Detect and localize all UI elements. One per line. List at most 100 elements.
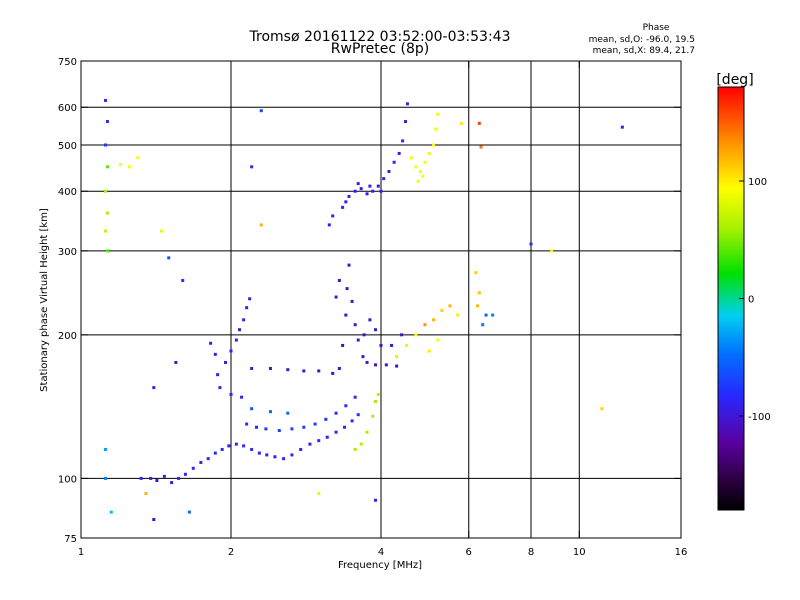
- y-tick-label: 300: [58, 247, 77, 258]
- data-point: [324, 417, 328, 421]
- data-point: [409, 156, 413, 160]
- data-point: [104, 476, 108, 480]
- data-point: [421, 174, 425, 178]
- data-point: [600, 407, 604, 411]
- plot-area: 1 2 4 6 8 10 16 75 100 200 300 400 500 600 750 Freque…: [39, 57, 687, 571]
- y-tick-label: 400: [58, 187, 77, 198]
- data-point: [229, 349, 233, 353]
- data-point: [237, 328, 241, 332]
- data-point: [302, 369, 306, 373]
- x-tick-label: 2: [228, 547, 234, 558]
- data-point: [371, 189, 375, 193]
- data-point: [448, 304, 452, 308]
- data-point: [416, 179, 420, 183]
- data-point: [273, 455, 277, 459]
- data-point: [334, 411, 338, 415]
- data-point: [170, 481, 174, 485]
- data-point: [344, 200, 348, 204]
- data-point: [550, 249, 554, 253]
- data-point: [152, 386, 156, 390]
- colorbar: [deg] 100 0 -100: [716, 72, 771, 511]
- data-point: [245, 422, 249, 426]
- data-point: [127, 165, 131, 169]
- data-point: [286, 368, 290, 372]
- y-axis-label: Stationary phase Virtual Height [km]: [39, 208, 50, 392]
- y-axis: 75 100 200 300 400 500 600 750: [58, 57, 681, 545]
- data-point: [432, 318, 436, 322]
- data-point: [343, 425, 347, 429]
- header: Tromsø 20161122 03:52:00-03:53:43 RwPret…: [249, 23, 695, 57]
- data-point: [620, 125, 624, 129]
- data-point: [353, 323, 357, 327]
- data-point: [365, 430, 369, 434]
- stats-heading: Phase: [643, 23, 670, 33]
- data-point: [390, 343, 394, 347]
- colorbar-tick-label: 100: [748, 177, 767, 188]
- data-point: [350, 419, 354, 423]
- data-point: [456, 313, 460, 317]
- data-point: [347, 194, 351, 198]
- data-point: [109, 510, 113, 514]
- data-point: [259, 223, 263, 227]
- data-point: [245, 306, 249, 310]
- data-point: [240, 395, 244, 399]
- data-point: [254, 425, 258, 429]
- data-point: [476, 304, 480, 308]
- data-point: [395, 355, 399, 359]
- chart-title: Tromsø 20161122 03:52:00-03:53:43: [249, 29, 511, 45]
- chart-subtitle: RwPretec (8p): [331, 41, 429, 57]
- data-point: [387, 169, 391, 173]
- data-point: [404, 120, 408, 124]
- data-point: [353, 395, 357, 399]
- data-point: [118, 163, 122, 167]
- data-point: [139, 476, 143, 480]
- data-point: [199, 460, 203, 464]
- data-point: [302, 425, 306, 429]
- y-tick-label: 200: [58, 331, 77, 342]
- data-point: [105, 165, 109, 169]
- data-point: [392, 160, 396, 164]
- x-tick-label: 1: [78, 547, 84, 558]
- y-tick-label: 75: [64, 534, 77, 545]
- data-point: [220, 447, 224, 451]
- data-point: [350, 299, 354, 303]
- data-point: [362, 333, 366, 337]
- data-point: [479, 145, 483, 149]
- y-tick-label: 500: [58, 141, 77, 152]
- data-point: [224, 360, 228, 364]
- data-point: [356, 413, 360, 417]
- data-point: [277, 429, 281, 433]
- data-point: [331, 371, 335, 375]
- data-point: [313, 422, 317, 426]
- data-point: [427, 349, 431, 353]
- data-point: [344, 313, 348, 317]
- data-point: [250, 165, 254, 169]
- data-point: [359, 187, 363, 191]
- data-point: [259, 109, 263, 113]
- data-point: [344, 404, 348, 408]
- data-point: [149, 476, 153, 480]
- data-point: [105, 120, 109, 124]
- data-point: [104, 447, 108, 451]
- data-point: [356, 338, 360, 342]
- data-point: [317, 369, 321, 373]
- data-point: [265, 453, 269, 457]
- data-point: [374, 328, 378, 332]
- data-point: [229, 392, 233, 396]
- data-point: [401, 139, 405, 143]
- data-point: [325, 435, 329, 439]
- data-point: [484, 313, 488, 317]
- data-point: [400, 333, 404, 337]
- data-point: [282, 457, 286, 461]
- data-point: [327, 223, 331, 227]
- data-point: [374, 399, 378, 403]
- data-point: [529, 242, 533, 246]
- data-point: [290, 427, 294, 431]
- data-point: [104, 229, 108, 233]
- data-point: [397, 151, 401, 155]
- stats-line-o: mean, sd,O: -96.0, 19.5: [589, 35, 695, 45]
- data-point: [290, 453, 294, 457]
- data-point: [474, 271, 478, 275]
- data-point: [337, 366, 341, 370]
- x-axis: 1 2 4 6 8 10 16: [78, 61, 687, 558]
